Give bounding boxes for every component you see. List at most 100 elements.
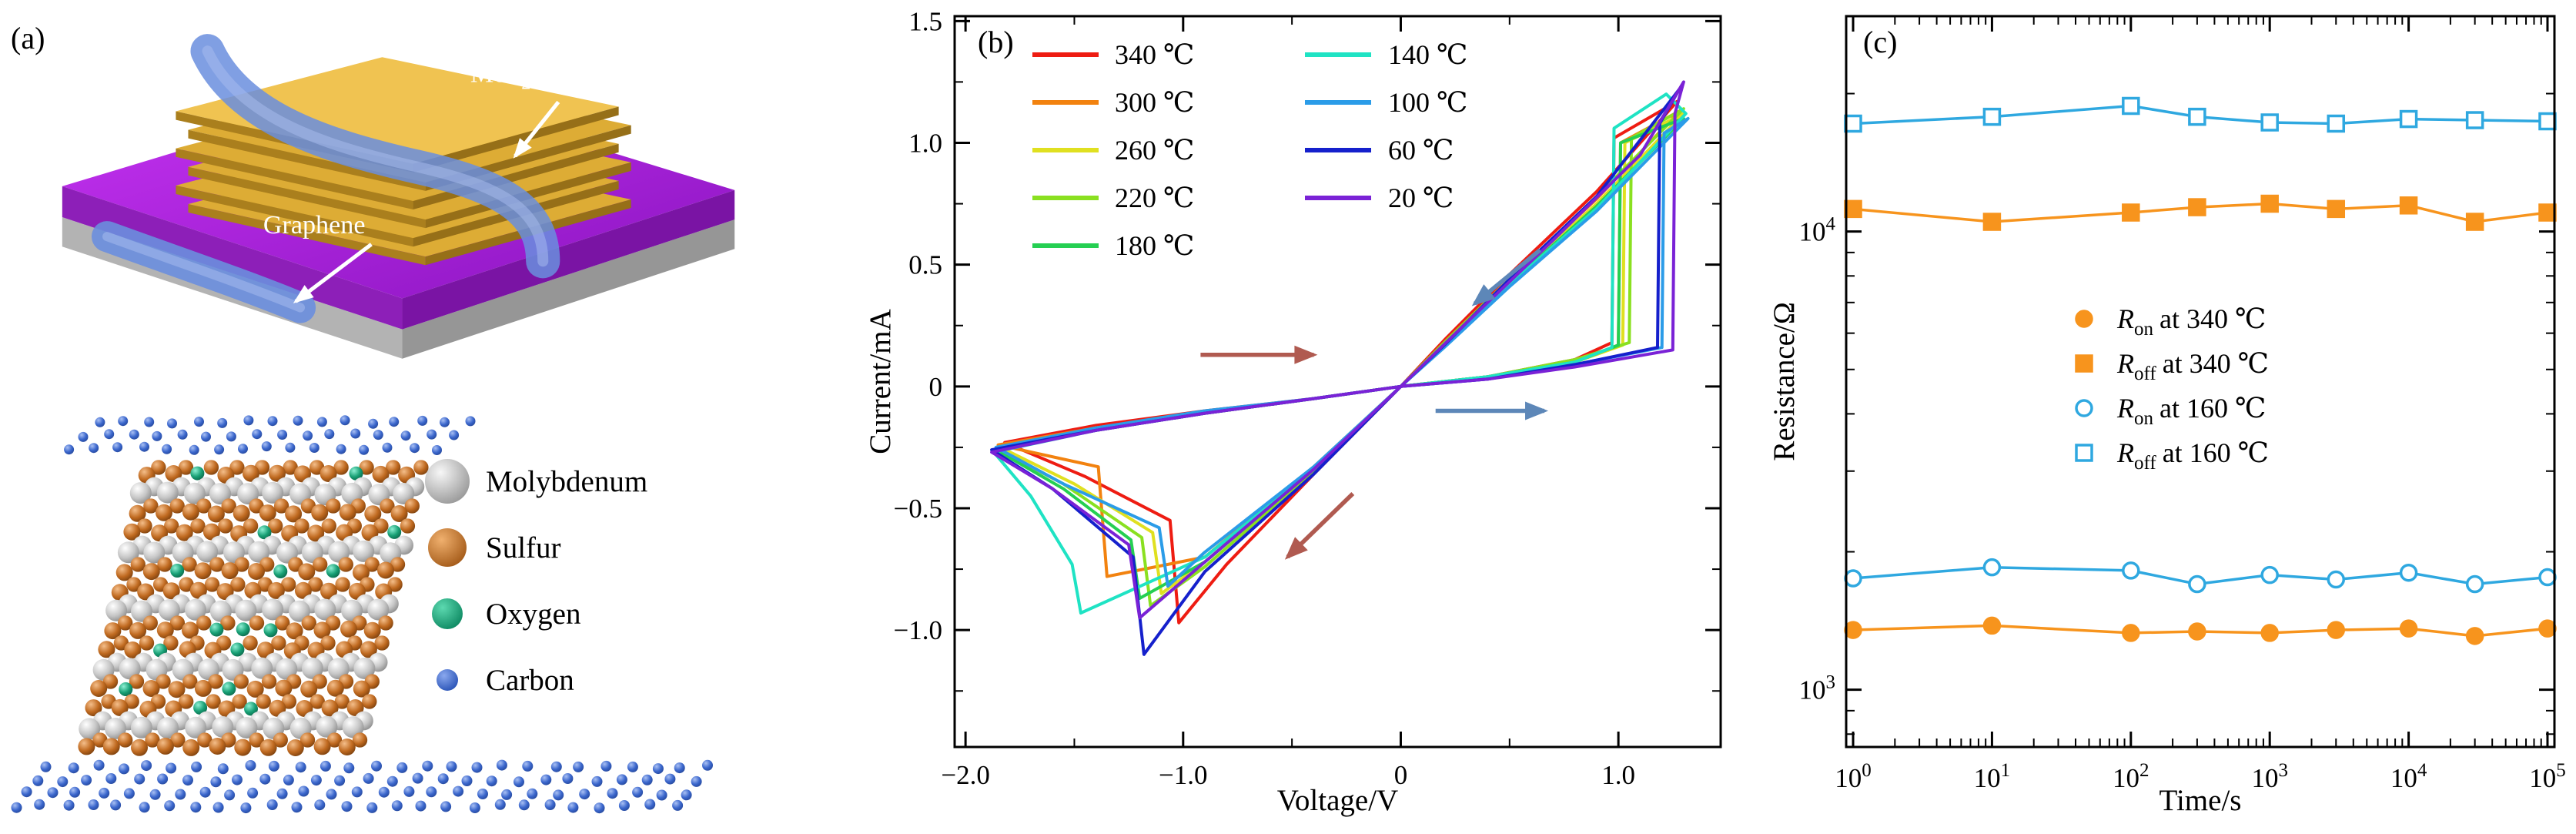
tspan: 2 [2139,760,2149,781]
atom-s [221,498,236,514]
atom-c [453,785,464,797]
atom-c [314,799,326,811]
atom-s [285,505,303,523]
atom-s [243,518,259,534]
legend-label: 180 ℃ [1115,230,1194,261]
atom-c [194,417,204,427]
marker-r-off-at-340 [1982,213,2002,231]
atom-mo [212,716,234,738]
atom-c [518,799,530,811]
tspan: 10 [2113,763,2139,793]
mos2-layer-top [176,57,619,164]
atom-s [203,460,219,475]
marker-r-off-at-340 [2260,194,2279,213]
marker-r-off-at-340 [2188,198,2206,216]
marker-r-on-at-340 [2538,619,2557,638]
atom-o [222,682,236,696]
atom-s [353,680,370,698]
atom-c [291,802,303,813]
atom-s [308,577,323,592]
atom-mo [196,541,219,563]
retention-chart: 100 101 102 103 104 105103104Time/sResistance… [1771,15,2566,817]
x-tick-label: 101 [1974,760,2011,793]
marker-r-off-at-160 [2399,109,2418,129]
marker-r-off-at-160 [2327,114,2346,133]
atom-c [514,776,524,788]
atom-s [209,738,226,755]
legend-marker-on [2075,310,2093,328]
sphere-swatch [432,598,463,629]
atom-legend-item: Carbon [420,647,789,713]
atom-s [115,564,133,581]
atom-c [277,430,288,440]
atom-c [461,775,473,786]
atom-s [130,557,146,572]
atom-s [338,739,356,755]
atom-c [432,445,442,455]
atom-s [142,680,160,697]
atom-s [182,557,197,572]
atom-c [641,774,653,785]
panel-c-label: (c) [1863,25,1897,59]
tspan: 5 [2556,760,2566,781]
atom-c [247,787,259,799]
atom-c [157,773,169,785]
sweep-direction-arrow [1284,492,1355,560]
atom-c [276,788,288,799]
atom-s [275,615,290,631]
atom-c [350,428,361,439]
substrate-front-left [62,186,403,330]
tspan: R [2116,437,2134,468]
atom-s [118,732,133,748]
atom-c [57,776,69,788]
atom-s [275,679,293,697]
atom-c [386,775,398,787]
marker-r-on-at-160 [2260,565,2279,584]
atom-s [197,732,212,748]
atom-s [208,674,223,689]
marker-r-off-at-340 [2538,203,2557,222]
atom-s [156,504,172,521]
atom-c [293,415,303,426]
atom-s [259,739,277,756]
atom-s [334,694,350,709]
legend-label: 220 ℃ [1115,183,1194,213]
panel-b-label: (b) [978,25,1014,59]
atom-mo [156,481,179,504]
atom-s [286,739,304,756]
atom-s [164,518,179,534]
atom-s [218,518,233,534]
legend-label: 260 ℃ [1115,135,1194,166]
atom-s [294,518,309,534]
atom-c [285,442,296,453]
atom-c [674,762,685,774]
legend-label: 60 ℃ [1388,135,1454,166]
atom-c [129,429,139,440]
x-tick-label: 1.0 [1601,760,1635,790]
atom-s [338,557,353,572]
atom-c [123,788,135,799]
atom-s [156,737,174,755]
molybdenum-sphere-icon [420,459,475,504]
atom-c [440,801,452,812]
atom-c [415,800,427,812]
atom-s [311,504,329,521]
atom-s [90,680,108,697]
legend-label: Ron at 160 ℃ [2116,393,2266,429]
atom-c [141,760,152,772]
atom-mo [262,481,284,504]
plot-frame [1845,15,2556,749]
atom-c [118,416,129,427]
atom-c [164,800,176,812]
atom-c [446,761,457,772]
tspan: 10 [1835,763,1862,793]
atom-c [550,761,562,772]
atom-s [230,577,246,592]
graphene-arrow [293,243,373,303]
atom-c [632,786,644,798]
atom-s [246,680,264,698]
atom-s [249,732,264,748]
atom-s [307,524,325,542]
atom-c [591,775,603,787]
atom-c [310,775,322,786]
